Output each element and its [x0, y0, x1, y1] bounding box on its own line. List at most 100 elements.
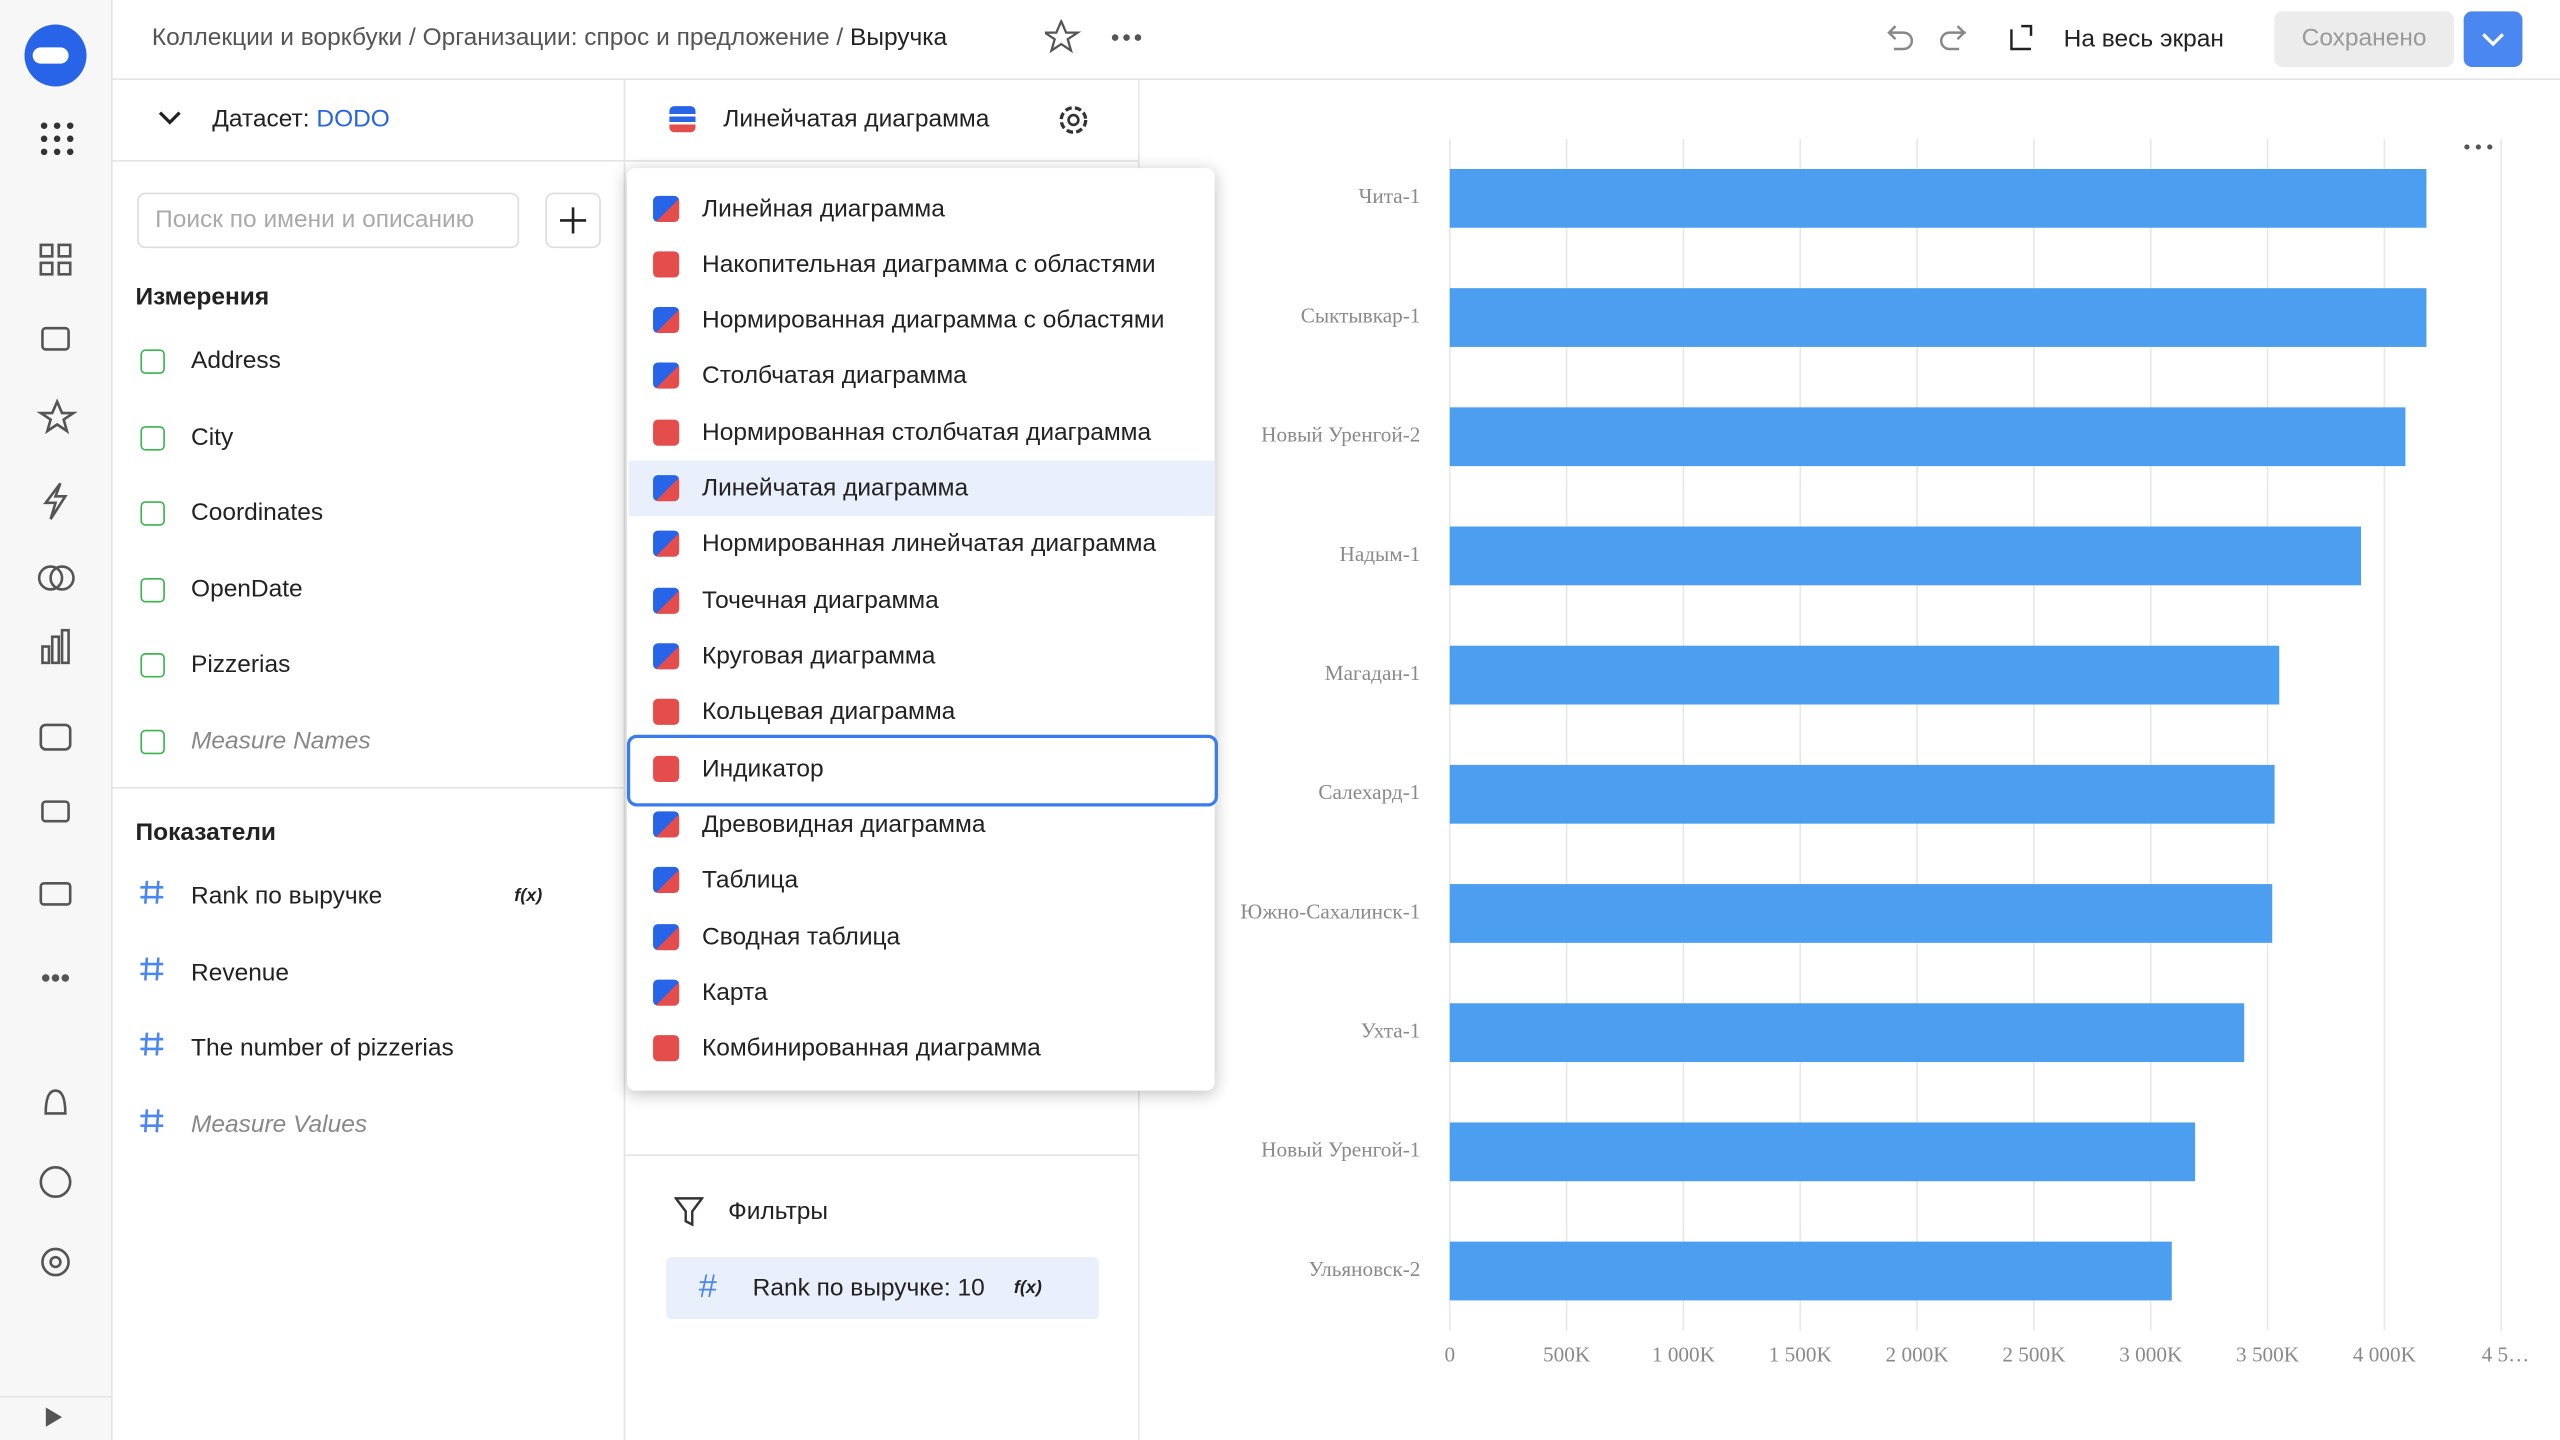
- chart-type-icon: [653, 1035, 680, 1062]
- chart-type-option[interactable]: Древовидная диаграмма: [702, 810, 986, 839]
- y-tick-label: Сыктывкар-1: [1301, 303, 1421, 327]
- dimension-field[interactable]: OpenDate: [191, 574, 303, 603]
- field-type-icon: [140, 501, 165, 526]
- bar: [1449, 884, 2273, 943]
- chart: 0 500K 1 000K 1 500K 2 000K 2 500K 3 000K 3 500…: [1240, 138, 2530, 1367]
- formula-icon: f(x): [1013, 1278, 1042, 1298]
- save-menu-button[interactable]: [2463, 11, 2523, 67]
- chart-type-icon: [653, 531, 680, 558]
- measure-icon: #: [698, 1269, 717, 1306]
- measure-type-icon: [139, 878, 165, 916]
- field-type-icon: [140, 577, 165, 602]
- chart-type-option[interactable]: Круговая диаграмма: [702, 642, 936, 671]
- chart-type-option[interactable]: Нормированная линейчатая диаграмма: [702, 530, 1157, 559]
- chart-type-option[interactable]: Линейчатая диаграмма: [702, 474, 969, 503]
- breadcrumb[interactable]: Коллекции и воркбуки: [151, 23, 403, 52]
- chart-type-option[interactable]: Индикатор: [702, 754, 824, 783]
- fullscreen-button[interactable]: На весь экран: [2063, 25, 2224, 54]
- y-tick-label: Новый Уренгой-1: [1261, 1138, 1420, 1162]
- chart-type-option[interactable]: Сводная таблица: [702, 922, 901, 951]
- nav-bar: [0, 0, 113, 1440]
- undo-redo[interactable]: [1884, 23, 2041, 56]
- chart-type-icon: [669, 106, 696, 133]
- chart-type-option[interactable]: Комбинированная диаграмма: [702, 1034, 1041, 1063]
- formula-icon: f(x): [514, 886, 543, 907]
- chart-type-icon: [653, 867, 680, 894]
- chart-type-option[interactable]: Накопительная диаграмма с областями: [702, 250, 1156, 279]
- field-type-icon: [140, 349, 165, 374]
- filter-text: Rank по выручке: 10: [752, 1274, 985, 1303]
- measure-type-icon: [139, 1029, 165, 1067]
- dimension-field[interactable]: Coordinates: [191, 498, 324, 527]
- dimension-field[interactable]: Address: [191, 346, 281, 375]
- chart-type-icon: [653, 475, 680, 502]
- field-type-icon: [140, 653, 165, 678]
- filter-chip[interactable]: # Rank по выручке: 10 f(x): [666, 1257, 1099, 1320]
- measure-field[interactable]: Rank по выручке: [191, 882, 383, 911]
- chart-type-option[interactable]: Карта: [702, 978, 768, 1007]
- dataset-name[interactable]: DODO: [316, 105, 390, 134]
- chart-type-icon: [653, 811, 680, 838]
- chart-type-option[interactable]: Линейная диаграмма: [702, 194, 945, 223]
- x-tick-label: 2 500K: [2002, 1343, 2066, 1367]
- chart-type-menu: [626, 168, 1215, 1091]
- filter-icon: [674, 1197, 704, 1227]
- field-type-icon: [140, 425, 165, 450]
- x-tick-label: 0: [1444, 1343, 1455, 1367]
- chart-type-icon: [653, 419, 680, 446]
- y-tick-label: Чита-1: [1359, 184, 1421, 208]
- y-tick-label: Новый Уренгой-2: [1261, 423, 1420, 447]
- y-tick-label: Ухта-1: [1361, 1019, 1421, 1043]
- separator: /: [408, 23, 416, 52]
- chart-type-icon: [653, 699, 680, 726]
- menu-highlight: [628, 460, 1215, 517]
- expand-nav[interactable]: [45, 1407, 66, 1430]
- save-button[interactable]: Сохранено: [2274, 11, 2454, 67]
- measure-field[interactable]: Measure Values: [191, 1110, 368, 1138]
- measure-field[interactable]: The number of pizzerias: [191, 1034, 454, 1063]
- x-tick-label: 4 000K: [2353, 1343, 2417, 1367]
- settings-icon[interactable]: [1056, 103, 1090, 137]
- chart-type-icon: [653, 979, 680, 1006]
- chart-type-option[interactable]: Кольцевая диаграмма: [702, 698, 956, 727]
- chart-type-option[interactable]: Нормированная диаграмма с областями: [702, 306, 1165, 335]
- dimension-field[interactable]: Measure Names: [191, 726, 371, 755]
- title-actions[interactable]: [1044, 19, 1159, 56]
- chart-type-option[interactable]: Нормированная столбчатая диаграмма: [702, 418, 1152, 447]
- nav-icons[interactable]: [36, 238, 78, 1299]
- chart-type-icon: [653, 755, 680, 782]
- chart-type-icon: [653, 251, 680, 278]
- field-type-icon: [140, 728, 165, 754]
- add-button[interactable]: [545, 192, 601, 249]
- chart-type-icon: [653, 307, 680, 334]
- collapse-icon[interactable]: [157, 108, 183, 131]
- chart-type-icon: [653, 587, 680, 614]
- y-tick-label: Салехард-1: [1318, 780, 1420, 804]
- measure-field[interactable]: Revenue: [191, 958, 290, 987]
- selected-chart-type[interactable]: Линейчатая диаграмма: [723, 105, 990, 134]
- y-tick-label: Южно-Сахалинск-1: [1240, 899, 1420, 923]
- logo[interactable]: [23, 23, 88, 88]
- chart-type-option[interactable]: Точечная диаграмма: [702, 586, 939, 615]
- section-title: Показатели: [135, 818, 276, 847]
- dimension-field[interactable]: City: [191, 422, 234, 451]
- chart-menu[interactable]: [2462, 140, 2495, 153]
- dimension-field[interactable]: Pizzerias: [191, 650, 291, 679]
- bar: [1449, 1122, 2196, 1182]
- bar: [1449, 764, 2275, 824]
- measure-type-icon: [139, 953, 165, 991]
- apps-icon[interactable]: [39, 121, 75, 157]
- bar: [1449, 1003, 2245, 1063]
- x-tick-label: 4 5…: [2482, 1343, 2530, 1367]
- chart-type-option[interactable]: Таблица: [702, 866, 799, 895]
- page-title: Выручка: [850, 23, 948, 52]
- search-input[interactable]: Поиск по имени и описанию: [137, 192, 520, 249]
- dataset-label: Датасет: DODO: [212, 105, 390, 133]
- x-tick-label: 1 000K: [1652, 1343, 1716, 1367]
- breadcrumb[interactable]: Организации: спрос и предложение: [422, 23, 830, 52]
- chart-type-option[interactable]: Столбчатая диаграмма: [702, 362, 967, 391]
- section-title: Измерения: [135, 283, 270, 312]
- x-tick-label: 500K: [1543, 1343, 1591, 1367]
- menu-focus: [626, 734, 1218, 807]
